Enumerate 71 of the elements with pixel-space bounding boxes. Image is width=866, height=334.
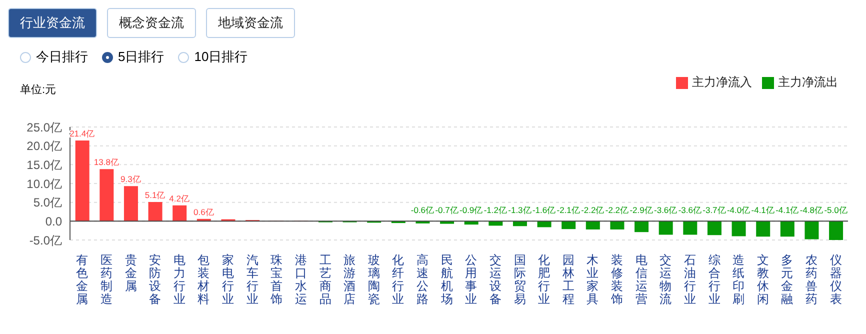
x-tick-label: 造纸印刷 xyxy=(732,253,745,306)
y-tick-label: 20.0亿 xyxy=(26,139,62,154)
x-tick-label: 旅游酒店 xyxy=(344,253,356,306)
x-tick-label: 国际贸易 xyxy=(514,253,526,306)
x-tick-label: 石油行业 xyxy=(684,253,696,306)
data-label: 13.8亿 xyxy=(94,157,120,168)
data-label: -4.0亿 xyxy=(726,205,751,216)
x-tick-label: 化纤行业 xyxy=(392,253,404,306)
data-label: -1.3亿 xyxy=(508,205,532,216)
y-tick-label: -5.0亿 xyxy=(29,233,62,248)
legend-label: 主力净流出 xyxy=(778,75,838,89)
x-tick-label: 包装材料 xyxy=(196,253,210,306)
x-tick-label: 珠宝首饰 xyxy=(270,253,283,306)
y-tick-label: 0.0 xyxy=(45,214,62,228)
x-tick-label: 综合行业 xyxy=(708,253,720,306)
data-label: -2.2亿 xyxy=(605,205,630,216)
x-tick-label: 木业家具 xyxy=(586,253,599,306)
legend-label: 主力净流入 xyxy=(692,75,752,89)
x-tick-label: 园林工程 xyxy=(561,253,574,306)
data-label: -3.6亿 xyxy=(678,205,702,216)
x-tick-label: 汽车行业 xyxy=(246,253,258,306)
text: 10日排行 xyxy=(194,48,248,66)
data-label: -3.6亿 xyxy=(654,205,678,216)
x-tick-label: 仪器仪表 xyxy=(830,253,842,306)
data-label: -2.9亿 xyxy=(630,205,654,216)
text: 今日排行 xyxy=(36,48,88,66)
data-label: -2.2亿 xyxy=(581,205,605,216)
x-tick-label: 电信运营 xyxy=(635,253,648,306)
data-label: -4.1亿 xyxy=(751,205,775,216)
x-tick-label: 公用事业 xyxy=(465,253,478,306)
data-label: -0.7亿 xyxy=(435,205,459,216)
text: 概念资金流 xyxy=(107,8,196,38)
text: 地域资金流 xyxy=(206,8,295,38)
data-label: -1.2亿 xyxy=(484,205,508,216)
x-tick-label: 玻璃陶瓷 xyxy=(368,253,380,306)
data-label: -4.8亿 xyxy=(800,205,824,216)
data-label: -1.6亿 xyxy=(532,205,556,216)
y-tick-label: 15.0亿 xyxy=(26,158,62,172)
data-label: -4.1亿 xyxy=(776,205,800,216)
data-label: -0.6亿 xyxy=(410,205,435,216)
text: 单位:元 xyxy=(20,83,56,97)
x-tick-label: 电力行业 xyxy=(173,253,186,306)
x-tick-label: 农药兽药 xyxy=(806,253,818,306)
x-tick-label: 家电行业 xyxy=(222,253,234,306)
data-label: 9.3亿 xyxy=(120,174,142,184)
x-tick-label: 交运设备 xyxy=(489,253,502,306)
x-tick-label: 安防设备 xyxy=(149,253,162,306)
x-tick-label: 文教休闲 xyxy=(756,253,769,306)
y-tick-label: 5.0亿 xyxy=(33,196,62,210)
data-label: -0.9亿 xyxy=(460,205,484,216)
x-tick-label: 民航机场 xyxy=(440,253,453,306)
data-label: -2.1亿 xyxy=(556,205,580,216)
data-label: 4.2亿 xyxy=(169,193,190,204)
x-tick-label: 有色金属 xyxy=(76,253,88,306)
x-tick-label: 高速公路 xyxy=(416,253,429,306)
x-tick-label: 装修装饰 xyxy=(610,253,624,306)
x-tick-label: 贵金属 xyxy=(124,253,137,293)
y-tick-label: 10.0亿 xyxy=(26,176,62,191)
x-tick-label: 多元金融 xyxy=(781,253,794,306)
x-tick-label: 医药制造 xyxy=(100,253,112,306)
x-tick-label: 交运物流 xyxy=(660,253,672,306)
data-label: -3.7亿 xyxy=(702,205,726,216)
text: 行业资金流 xyxy=(8,8,97,38)
data-label: 0.6亿 xyxy=(193,206,214,217)
data-label: 5.1亿 xyxy=(144,190,166,200)
x-tick-label: 港口水运 xyxy=(294,253,307,306)
text: 5日排行 xyxy=(118,48,164,66)
y-tick-label: 25.0亿 xyxy=(26,120,62,134)
x-tick-label: 工艺商品 xyxy=(319,253,332,306)
x-tick-label: 化肥行业 xyxy=(538,253,550,306)
data-label: -5.0亿 xyxy=(824,205,848,216)
